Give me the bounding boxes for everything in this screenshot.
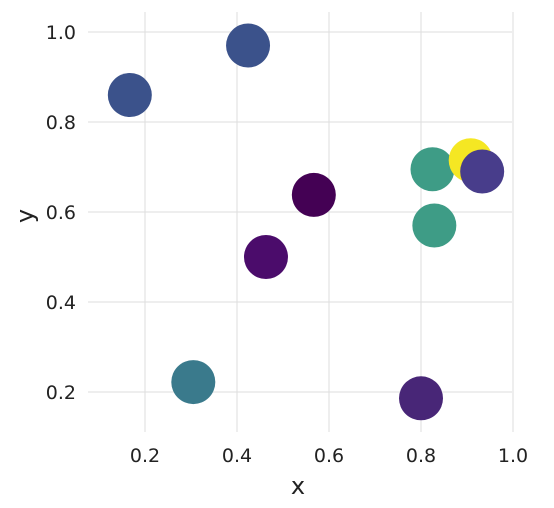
x-tick-label: 0.8: [406, 445, 436, 467]
data-point: [107, 73, 152, 117]
data-point: [399, 376, 443, 421]
y-axis-label: y: [11, 209, 39, 223]
x-tick-label: 0.2: [130, 445, 160, 467]
grid: [88, 12, 514, 432]
x-axis-label: x: [291, 472, 305, 500]
data-point: [291, 172, 336, 217]
data-point: [410, 147, 455, 192]
y-tick-label: 0.6: [46, 202, 76, 224]
y-tick-label: 0.4: [46, 292, 76, 314]
x-tick-label: 0.6: [314, 445, 344, 467]
data-point: [243, 235, 288, 279]
y-tick-label: 1.0: [46, 22, 76, 44]
x-axis-ticks: 0.2 0.4 0.6 0.8 1.0: [130, 445, 528, 467]
data-points: [107, 23, 505, 421]
y-tick-label: 0.2: [46, 382, 76, 404]
data-point: [412, 203, 457, 248]
data-point: [460, 149, 505, 194]
data-point: [226, 23, 271, 68]
y-tick-label: 0.8: [46, 112, 76, 134]
x-tick-label: 1.0: [498, 445, 528, 467]
x-tick-label: 0.4: [222, 445, 252, 467]
data-point: [171, 360, 216, 405]
y-axis-ticks: 0.2 0.4 0.6 0.8 1.0: [46, 22, 76, 404]
